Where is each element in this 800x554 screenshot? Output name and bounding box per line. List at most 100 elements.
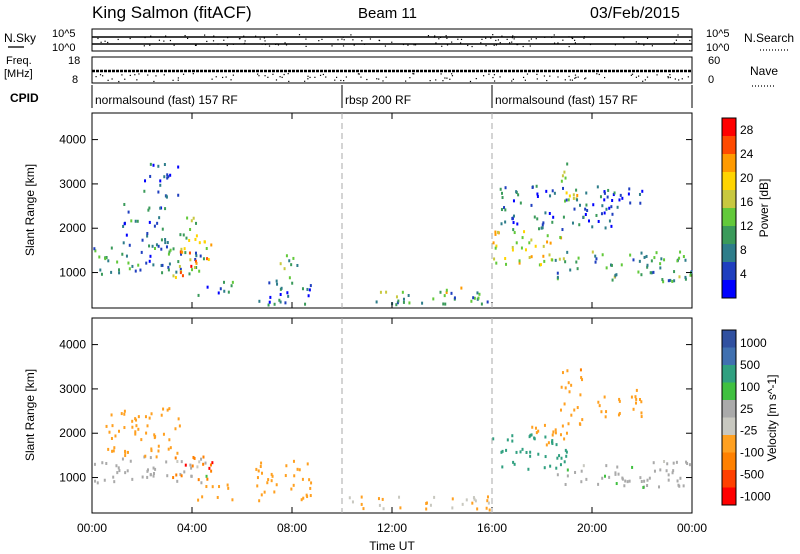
noise-dot (165, 35, 167, 37)
nave-dot (631, 73, 634, 75)
power-cell (678, 256, 681, 260)
power-cell (194, 251, 197, 255)
velocity-cell (486, 499, 489, 503)
velocity-cell (197, 498, 200, 502)
power-cell (531, 185, 534, 189)
velocity-cell (210, 469, 213, 473)
power-cell (169, 248, 172, 252)
nave-dot (667, 76, 669, 78)
power-cell (401, 290, 404, 294)
noise-dot (572, 37, 574, 40)
velocity-cell (530, 433, 533, 437)
power-cell (189, 227, 192, 231)
power-cell (543, 259, 546, 263)
velocity-cell (377, 497, 380, 501)
power-cell (638, 192, 641, 196)
power-cell (185, 236, 188, 240)
x-tick-label: 20:00 (577, 521, 607, 535)
power-cell (397, 299, 400, 303)
power-cell (594, 254, 597, 258)
power-cell (619, 193, 622, 197)
station-title: King Salmon (fitACF) (92, 3, 252, 22)
velocity-cell (398, 495, 401, 499)
noise-dot (529, 45, 531, 47)
nave-dot (124, 78, 126, 80)
velocity-cell (567, 422, 570, 426)
nave-dot (557, 76, 559, 78)
velocity-cell (604, 415, 607, 419)
velocity-cell (180, 460, 183, 464)
power-cell (610, 205, 613, 209)
power-cell (620, 263, 623, 267)
velocity-cell (543, 466, 546, 470)
power-cell (538, 227, 541, 231)
velocity-cell (205, 474, 208, 478)
velocity-cell (206, 477, 209, 481)
power-cell (128, 267, 131, 271)
power-cell (385, 290, 388, 294)
velocity-cell (566, 468, 569, 472)
power-cell (496, 230, 499, 234)
power-cell (198, 241, 201, 245)
noise-tick-top-left: 10^5 (52, 28, 76, 40)
velocity-cell (658, 485, 661, 489)
noise-dot (276, 43, 278, 45)
power-cell (195, 261, 198, 265)
power-cell (402, 300, 405, 304)
velocity-cell (521, 447, 524, 451)
velocity-cell (425, 501, 428, 505)
velocity-cell (348, 496, 351, 500)
power-cell (500, 191, 503, 195)
nave-dot (376, 78, 378, 80)
velocity-cell (218, 485, 221, 489)
power-cell (603, 198, 606, 202)
nave-dot (596, 73, 598, 75)
noise-dot (244, 40, 246, 42)
nave-dot (440, 73, 442, 75)
power-cell (180, 252, 183, 256)
velocity-cell (290, 487, 293, 491)
nave-dot (177, 79, 179, 81)
velocity-cell (147, 468, 150, 472)
nave-dot (334, 79, 336, 81)
power-cell (128, 243, 131, 247)
nave-dot (444, 77, 446, 79)
power-cell (601, 253, 604, 257)
velocity-cell (168, 438, 171, 442)
power-cell (566, 250, 569, 254)
noise-dot (495, 44, 498, 46)
noise-dot (516, 43, 518, 46)
noise-dot (511, 37, 513, 39)
noise-dot (553, 34, 555, 36)
velocity-cell (226, 483, 229, 487)
nave-dot (569, 79, 571, 81)
velocity-cell (110, 436, 113, 440)
power-cell (585, 191, 588, 195)
nave-dot (340, 79, 342, 82)
nave-dot (335, 76, 338, 78)
power-cell (558, 257, 561, 261)
velocity-cell (529, 450, 532, 454)
velocity-cell (642, 485, 645, 489)
velocity-cell (640, 411, 643, 415)
nave-dot (118, 80, 120, 83)
nave-dot (322, 73, 324, 76)
nave-dot (574, 74, 577, 76)
velocity-colorbar-swatch (722, 452, 736, 470)
nave-dot (536, 78, 538, 80)
velocity-cell (476, 507, 479, 511)
noise-dot (144, 36, 146, 39)
nave-dot (488, 73, 490, 75)
velocity-cell (300, 498, 303, 502)
noise-dot (391, 41, 393, 43)
power-cell (179, 271, 182, 275)
power-cell (304, 302, 307, 306)
power-cell (98, 255, 101, 259)
velocity-cell (552, 430, 555, 434)
power-cell (567, 198, 570, 202)
velocity-cell (292, 459, 295, 463)
power-cell (512, 199, 515, 203)
power-cell (621, 196, 624, 200)
velocity-cell (580, 469, 583, 473)
cpid-segments: normalsound (fast) 157 RF rbsp 200 RF norm… (91, 85, 693, 108)
